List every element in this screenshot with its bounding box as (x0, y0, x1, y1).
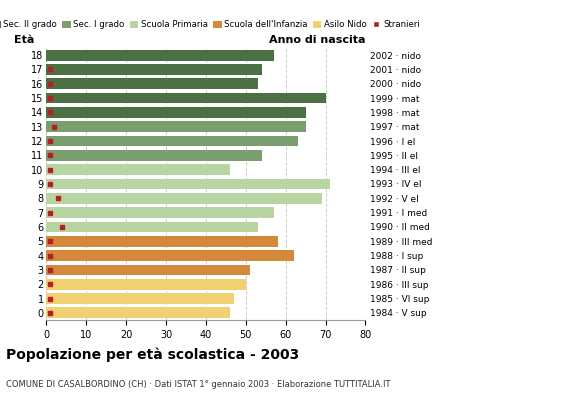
Bar (46, 107, 306, 118)
Bar (46, 236, 278, 247)
Bar (46, 207, 274, 218)
Bar (46, 222, 258, 232)
Legend: Sec. II grado, Sec. I grado, Scuola Primaria, Scuola dell'Infanzia, Asilo Nido, : Sec. II grado, Sec. I grado, Scuola Prim… (0, 17, 423, 33)
Text: Popolazione per età scolastica - 2003: Popolazione per età scolastica - 2003 (6, 348, 299, 362)
Text: Età: Età (14, 35, 35, 45)
Bar (46, 308, 230, 318)
Bar (46, 150, 262, 161)
Bar (46, 264, 250, 275)
Bar (46, 193, 321, 204)
Bar (46, 50, 274, 60)
Bar (46, 136, 298, 146)
Bar (46, 279, 246, 290)
Bar (46, 78, 258, 89)
Bar (46, 250, 293, 261)
Bar (46, 64, 262, 75)
Text: Anno di nascita: Anno di nascita (269, 35, 365, 45)
Bar (46, 179, 329, 189)
Text: COMUNE DI CASALBORDINO (CH) · Dati ISTAT 1° gennaio 2003 · Elaborazione TUTTITAL: COMUNE DI CASALBORDINO (CH) · Dati ISTAT… (6, 380, 390, 389)
Bar (46, 164, 230, 175)
Bar (46, 293, 234, 304)
Bar (46, 121, 306, 132)
Bar (46, 93, 325, 104)
